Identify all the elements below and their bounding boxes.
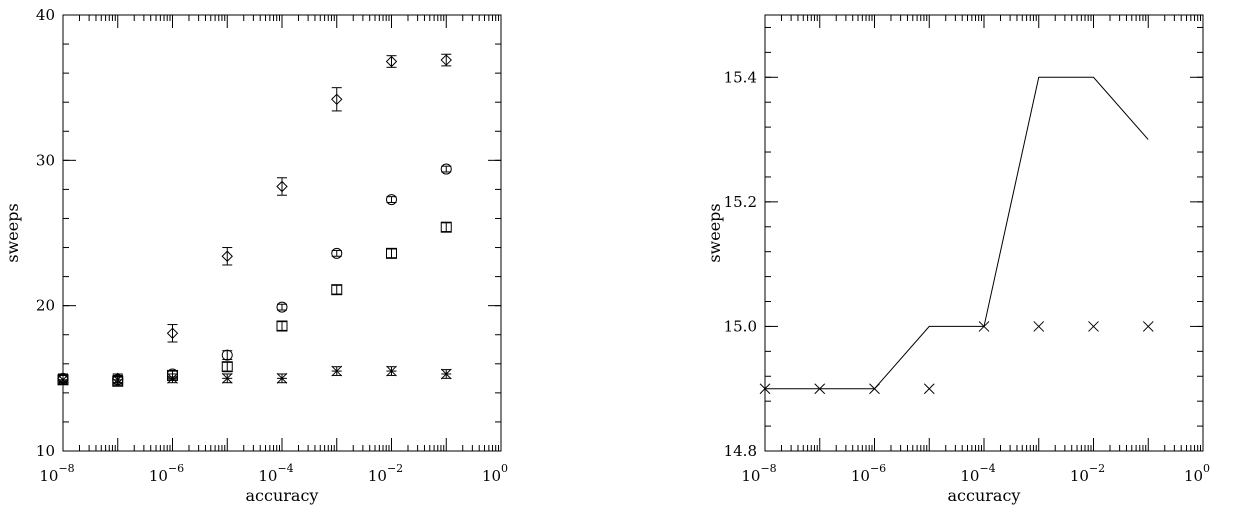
diamond-marker — [166, 327, 179, 339]
data-point-diamond — [440, 53, 452, 67]
y-tick-label: 15.2 — [724, 193, 757, 211]
x-marker — [759, 383, 771, 395]
y-tick-label: 30 — [36, 151, 55, 169]
square-marker — [331, 284, 343, 296]
x-tick-label: 10−2 — [1070, 462, 1105, 485]
x-tick-label: 10−4 — [258, 462, 293, 485]
data-point-asterisk — [440, 368, 452, 380]
data-point-x-marker — [869, 383, 880, 395]
x-marker — [1088, 321, 1099, 332]
x-tick-label: 10−4 — [960, 462, 995, 485]
plot-frame — [764, 14, 1204, 452]
data-point-x-marker — [814, 383, 826, 395]
circle-marker — [221, 349, 233, 361]
data-point-asterisk — [167, 372, 178, 384]
data-point-asterisk — [386, 365, 397, 377]
data-point-circle — [276, 301, 288, 313]
x-marker — [1033, 321, 1045, 332]
square-marker — [386, 247, 397, 259]
series-line — [765, 76, 1149, 390]
y-tick-label: 14.8 — [724, 442, 757, 460]
y-axis-title: sweeps — [705, 203, 724, 262]
square-marker — [440, 221, 452, 233]
data-point-square — [386, 247, 397, 259]
circle-marker — [440, 163, 452, 175]
data-point-circle — [331, 247, 343, 259]
y-tick-label: 20 — [36, 297, 55, 315]
x-marker — [978, 321, 990, 332]
data-point-asterisk — [112, 374, 124, 386]
data-point-diamond — [221, 247, 233, 266]
data-point-square — [440, 221, 452, 233]
data-point-x-marker — [759, 383, 771, 395]
left-chart: 10−8 10−6 10−4 10−2 100 10 20 30 40 accuracy sweep… — [3, 6, 508, 505]
data-point-x-marker — [1088, 321, 1099, 332]
data-point-square — [331, 284, 343, 296]
x-marker — [1142, 321, 1154, 332]
diamond-marker — [276, 180, 288, 193]
data-point-diamond — [331, 87, 343, 112]
data-point-diamond — [276, 177, 288, 196]
data-point-x-marker — [1142, 321, 1154, 332]
data-point-circle — [440, 163, 452, 175]
x-marker — [923, 383, 935, 395]
x-tick-label: 100 — [482, 462, 508, 485]
y-tick-label: 15.4 — [724, 68, 757, 86]
y-tick-label: 10 — [36, 442, 55, 460]
data-point-square — [276, 320, 288, 332]
y-tick-label: 15.0 — [724, 317, 757, 335]
x-marker — [814, 383, 826, 395]
y-tick-label: 40 — [36, 6, 55, 24]
circle-marker — [386, 194, 397, 206]
data-point-square — [221, 361, 233, 373]
x-tick-label: 10−8 — [741, 462, 776, 485]
x-tick-label: 10−6 — [149, 462, 184, 485]
x-axis-title: accuracy — [948, 486, 1021, 505]
x-tick-label: 100 — [1184, 462, 1210, 485]
right-chart: 10−8 10−6 10−4 10−2 100 14.8 15.0 15.2 15.4 accur… — [705, 14, 1210, 505]
y-axis-title: sweeps — [3, 203, 22, 262]
data-point-diamond — [385, 55, 398, 68]
data-point-diamond — [166, 324, 179, 343]
diamond-marker — [221, 250, 233, 262]
x-tick-label: 10−6 — [851, 462, 886, 485]
data-point-asterisk — [276, 372, 288, 384]
x-marker — [869, 383, 880, 395]
data-point-asterisk — [57, 374, 69, 386]
x-tick-label: 10−8 — [39, 462, 74, 485]
square-marker — [221, 361, 233, 373]
data-point-circle — [221, 349, 233, 361]
data-point-x-marker — [923, 383, 935, 395]
circle-marker — [276, 301, 288, 313]
x-tick-label: 10−2 — [368, 462, 403, 485]
square-marker — [276, 320, 288, 332]
data-point-asterisk — [221, 372, 233, 384]
diamond-marker — [440, 54, 452, 66]
diamond-marker — [331, 93, 343, 106]
data-point-x-marker — [978, 321, 990, 332]
diamond-marker — [385, 55, 398, 68]
circle-marker — [331, 247, 343, 259]
x-axis-title: accuracy — [246, 486, 319, 505]
data-point-x-marker — [1033, 321, 1045, 332]
data-point-circle — [386, 194, 397, 206]
plot-frame — [62, 14, 502, 452]
data-point-asterisk — [331, 365, 343, 377]
